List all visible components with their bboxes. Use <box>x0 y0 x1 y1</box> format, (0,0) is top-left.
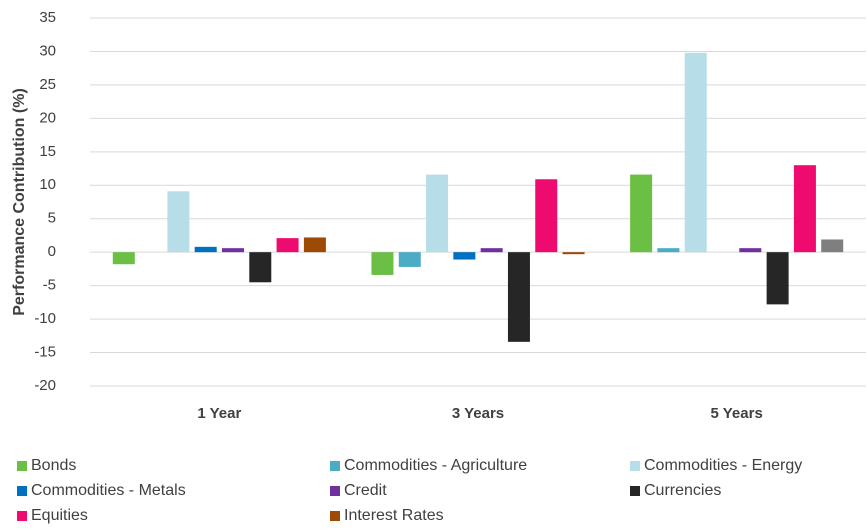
legend-label: Equities <box>31 507 88 524</box>
y-tick-label: -5 <box>43 277 56 294</box>
bar <box>194 246 217 253</box>
bar <box>630 174 653 253</box>
y-tick-label: -10 <box>34 310 56 327</box>
legend-swatch <box>630 486 640 496</box>
legend-swatch <box>330 511 340 521</box>
y-tick-label: 0 <box>48 243 56 260</box>
y-tick-label: 5 <box>48 210 56 227</box>
bar <box>739 248 762 253</box>
bar <box>480 248 503 253</box>
legend-label: Bonds <box>31 457 76 474</box>
legend-label: Credit <box>344 482 387 499</box>
bar <box>249 252 272 283</box>
x-tick-label: 1 Year <box>197 405 241 422</box>
legend-label: Interest Rates <box>344 507 444 524</box>
bar <box>562 252 585 255</box>
legend-label: Commodities - Agriculture <box>344 457 527 474</box>
y-tick-label: 25 <box>39 76 56 93</box>
y-tick-label: -20 <box>34 377 56 394</box>
bar <box>793 165 816 253</box>
bar <box>371 252 394 275</box>
legend-label: Commodities - Energy <box>644 457 802 474</box>
y-tick-label: -15 <box>34 344 56 361</box>
bar <box>821 239 844 253</box>
legend-swatch <box>17 461 27 471</box>
bar <box>398 252 421 267</box>
y-axis-label: Performance Contribution (%) <box>11 88 28 316</box>
y-tick-label: 35 <box>39 9 56 26</box>
bar <box>453 252 476 260</box>
y-tick-label: 10 <box>39 176 56 193</box>
bar <box>303 237 326 253</box>
y-tick-label: 15 <box>39 143 56 160</box>
bar <box>657 248 680 253</box>
legend-swatch <box>17 486 27 496</box>
bar <box>276 238 299 253</box>
x-tick-label: 3 Years <box>452 405 504 422</box>
bar <box>426 174 449 253</box>
bar <box>221 248 244 253</box>
y-tick-label: 30 <box>39 42 56 59</box>
bar <box>535 179 558 253</box>
legend-label: Currencies <box>644 482 721 499</box>
legend-swatch <box>330 461 340 471</box>
bar <box>507 252 530 342</box>
x-tick-label: 5 Years <box>711 405 763 422</box>
bar <box>167 191 190 253</box>
bar <box>766 252 789 305</box>
y-tick-label: 20 <box>39 109 56 126</box>
legend-label: Commodities - Metals <box>31 482 186 499</box>
legend-swatch <box>330 486 340 496</box>
legend-swatch <box>17 511 27 521</box>
bar <box>684 52 707 253</box>
bar <box>112 252 135 265</box>
legend-swatch <box>630 461 640 471</box>
